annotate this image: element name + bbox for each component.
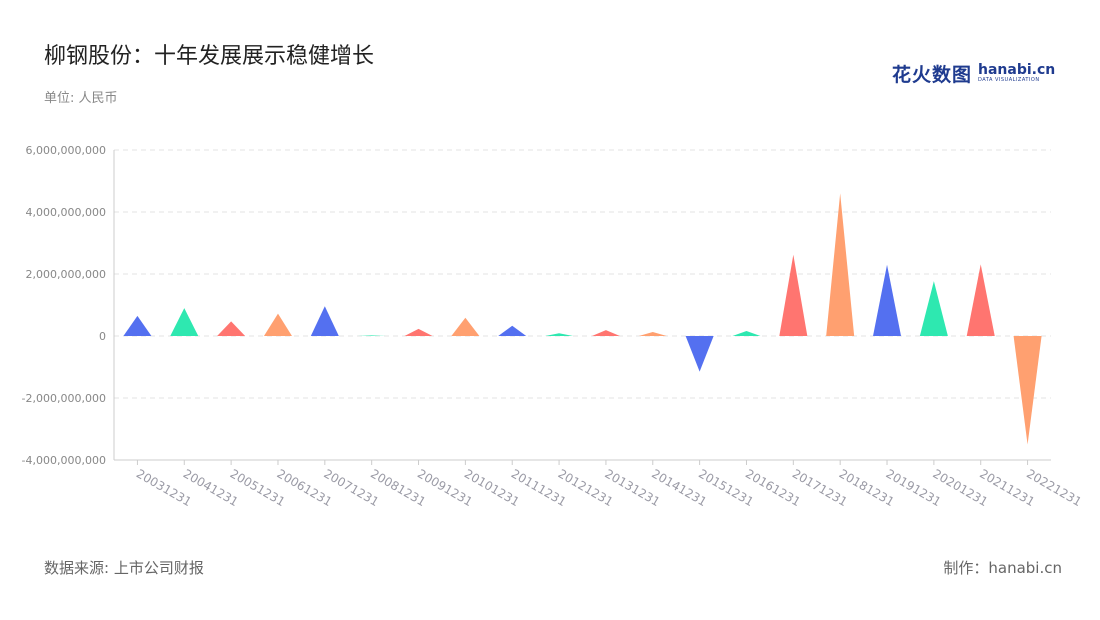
x-axis: 2003123120041231200512312006123120071231… bbox=[114, 459, 1084, 509]
bar-triangle bbox=[779, 254, 808, 336]
data-source: 数据来源: 上市公司财报 bbox=[44, 559, 204, 577]
bar-triangle bbox=[545, 333, 574, 336]
bar-triangle bbox=[170, 308, 199, 336]
brand-logo: 花火数图 hanabi.cn DATA VISUALIZATION bbox=[892, 60, 1055, 86]
bar-triangle bbox=[966, 264, 995, 336]
y-tick-label: 6,000,000,000 bbox=[26, 144, 106, 157]
y-tick-label: -4,000,000,000 bbox=[22, 454, 106, 467]
y-tick-label: 2,000,000,000 bbox=[26, 268, 106, 281]
logo-cn-text: 花火数图 bbox=[892, 63, 973, 86]
bar-triangle bbox=[263, 313, 292, 336]
bar-triangle bbox=[1013, 336, 1042, 445]
bar-triangle bbox=[451, 317, 480, 336]
y-tick-label: 4,000,000,000 bbox=[26, 206, 106, 219]
bars-layer bbox=[123, 193, 1042, 445]
bar-triangle bbox=[873, 264, 902, 336]
bar-triangle bbox=[404, 328, 433, 336]
bar-triangle bbox=[498, 325, 527, 336]
bar-triangle bbox=[123, 315, 152, 336]
unit-label: 单位: 人民币 bbox=[44, 91, 118, 106]
y-tick-label: 0 bbox=[99, 330, 106, 343]
credit: 制作：hanabi.cn bbox=[943, 559, 1062, 577]
bar-triangle bbox=[217, 321, 246, 336]
y-tick-label: -2,000,000,000 bbox=[22, 392, 106, 405]
bar-triangle bbox=[685, 336, 714, 372]
bar-triangle bbox=[357, 335, 386, 336]
y-axis: -4,000,000,000 -2,000,000,000 0 2,000,000,0… bbox=[22, 144, 115, 467]
bar-triangle bbox=[638, 331, 667, 336]
bar-triangle bbox=[591, 330, 620, 336]
bar-triangle bbox=[310, 306, 339, 336]
logo-en-text: hanabi.cn bbox=[978, 62, 1056, 78]
bar-triangle bbox=[826, 193, 855, 336]
page-title: 柳钢股份：十年发展展示稳健增长 bbox=[44, 44, 375, 69]
logo-en-subtext: DATA VISUALIZATION bbox=[978, 77, 1040, 83]
bar-triangle bbox=[732, 331, 761, 336]
grid-layer bbox=[114, 149, 1051, 461]
logo-en-block: hanabi.cn DATA VISUALIZATION bbox=[978, 63, 1055, 83]
bar-triangle bbox=[919, 281, 948, 336]
